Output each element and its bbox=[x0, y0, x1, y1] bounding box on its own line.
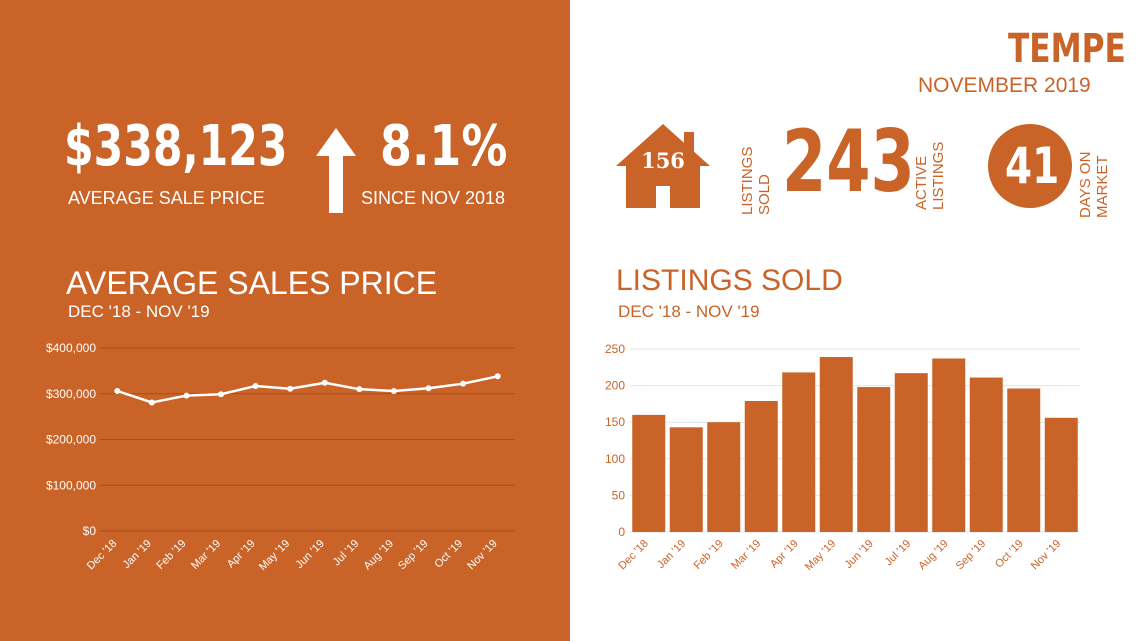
y-tick-label: 150 bbox=[605, 415, 625, 429]
y-tick-label: 100 bbox=[605, 452, 625, 466]
x-tick-label: May '19 bbox=[803, 538, 838, 573]
x-tick-label: May '19 bbox=[257, 538, 292, 573]
listings-bar bbox=[744, 400, 778, 532]
x-tick-label: Apr '19 bbox=[225, 538, 258, 571]
days-on-market-value: 41 bbox=[1005, 137, 1060, 195]
price-point bbox=[183, 392, 190, 399]
x-tick-label: Aug '19 bbox=[916, 538, 951, 573]
price-point bbox=[252, 382, 259, 389]
x-tick-label: Jun '19 bbox=[294, 538, 327, 571]
listings-sold-chart: 0 50 100 150 200 250 Dec '18 Jan '19 Feb '19 Mar … bbox=[605, 342, 1080, 573]
change-value: 8.1% bbox=[380, 114, 508, 179]
x-tick-label: Jan '19 bbox=[121, 538, 154, 571]
listings-bar bbox=[632, 414, 666, 532]
x-tick-label: Oct '19 bbox=[993, 538, 1026, 571]
average-sales-price-chart: $0 $100,000 $200,000 $300,000 $400,000 Dec '1… bbox=[46, 341, 515, 573]
listings-sold-label-line1: LISTINGS bbox=[739, 146, 756, 215]
city-name: TEMPE bbox=[1008, 26, 1126, 72]
x-tick-label: Aug '19 bbox=[361, 538, 396, 573]
price-chart-title: AVERAGE SALES PRICE bbox=[66, 265, 438, 301]
x-tick-label: Mar '19 bbox=[729, 538, 763, 572]
price-chart-subtitle: DEC '18 - NOV '19 bbox=[68, 302, 210, 321]
days-on-market-label-line2: MARKET bbox=[1094, 155, 1111, 218]
price-point bbox=[390, 388, 397, 395]
house-icon bbox=[616, 124, 710, 208]
x-tick-label: Oct '19 bbox=[432, 538, 465, 571]
price-point bbox=[148, 399, 155, 406]
x-tick-label: Jan '19 bbox=[655, 538, 688, 571]
active-listings-label-line1: ACTIVE bbox=[913, 155, 930, 210]
x-tick-label: Jul '19 bbox=[883, 538, 914, 569]
price-series-line bbox=[116, 375, 498, 404]
active-listings-label: ACTIVE LISTINGS bbox=[888, 126, 972, 210]
price-point bbox=[494, 373, 501, 380]
x-tick-label: Nov '19 bbox=[1029, 538, 1064, 573]
days-on-market-label-line1: DAYS ON bbox=[1077, 151, 1094, 218]
listings-sold-value: 156 bbox=[641, 148, 685, 173]
listings-bar bbox=[707, 422, 741, 532]
x-tick-label: Feb '19 bbox=[154, 538, 188, 572]
y-tick-label: 250 bbox=[605, 342, 625, 356]
price-point bbox=[460, 380, 467, 387]
x-tick-label: Jul '19 bbox=[331, 538, 362, 569]
x-tick-label: Mar '19 bbox=[189, 538, 223, 572]
price-point bbox=[356, 386, 363, 393]
active-listings-value: 243 bbox=[782, 112, 915, 212]
circle-badge bbox=[988, 124, 1072, 208]
x-tick-label: Apr '19 bbox=[768, 538, 801, 571]
price-point bbox=[425, 385, 432, 392]
listings-bar bbox=[857, 387, 891, 532]
avg-price-label: AVERAGE SALE PRICE bbox=[68, 188, 265, 208]
right-panel: TEMPE NOVEMBER 2019 156 LISTINGS SOLD 24… bbox=[570, 0, 1140, 641]
y-tick-label: $200,000 bbox=[46, 433, 96, 447]
price-point bbox=[114, 388, 121, 395]
arrow-up-icon bbox=[316, 128, 356, 213]
listings-bar bbox=[932, 358, 966, 532]
left-panel: $338,123 AVERAGE SALE PRICE 8.1% SINCE N… bbox=[0, 0, 570, 641]
price-point bbox=[287, 385, 294, 392]
y-tick-label: $400,000 bbox=[46, 341, 96, 355]
avg-price-value: $338,123 bbox=[64, 114, 288, 179]
y-tick-label: $100,000 bbox=[46, 478, 96, 492]
y-tick-label: 200 bbox=[605, 379, 625, 393]
listings-bar bbox=[894, 373, 928, 532]
x-tick-label: Feb '19 bbox=[692, 538, 726, 572]
y-tick-label: $0 bbox=[83, 524, 97, 538]
y-tick-label: $300,000 bbox=[46, 387, 96, 401]
change-label: SINCE NOV 2018 bbox=[361, 188, 506, 208]
listings-bar bbox=[969, 377, 1003, 532]
x-tick-label: Dec '18 bbox=[85, 538, 120, 573]
active-listings-label-line2: LISTINGS bbox=[930, 141, 947, 210]
y-tick-label: 50 bbox=[612, 488, 626, 502]
price-point bbox=[218, 391, 225, 398]
x-tick-label: Nov '19 bbox=[465, 538, 500, 573]
x-tick-label: Dec '18 bbox=[616, 538, 651, 573]
period-label: NOVEMBER 2019 bbox=[918, 74, 1091, 97]
x-tick-label: Jun '19 bbox=[843, 538, 876, 571]
days-on-market-label: DAYS ON MARKET bbox=[1048, 126, 1140, 218]
y-tick-label: 0 bbox=[618, 525, 625, 539]
listings-bar bbox=[1007, 388, 1041, 532]
price-point bbox=[321, 379, 328, 386]
listings-bar bbox=[669, 427, 703, 532]
x-tick-label: Sep '19 bbox=[396, 538, 431, 573]
listings-bar bbox=[819, 357, 853, 532]
listings-sold-label-line2: SOLD bbox=[756, 174, 773, 215]
listings-chart-subtitle: DEC '18 - NOV '19 bbox=[618, 302, 760, 321]
listings-bar bbox=[782, 372, 816, 532]
listings-chart-title: LISTINGS SOLD bbox=[616, 264, 843, 297]
x-tick-label: Sep '19 bbox=[954, 538, 989, 573]
listings-bar bbox=[1044, 417, 1078, 532]
